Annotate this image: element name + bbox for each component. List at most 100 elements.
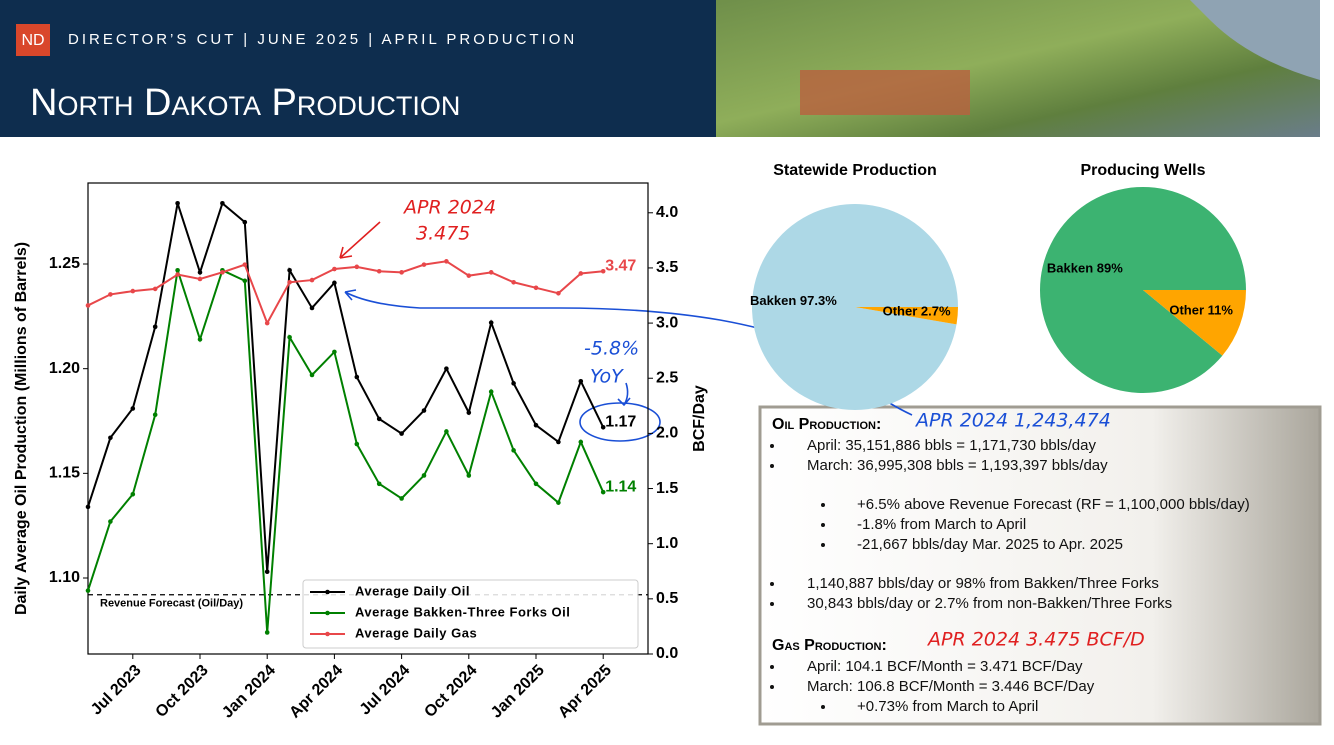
y2-axis-label: BCF/Day xyxy=(691,385,708,452)
header-subtitle: DIRECTOR’S CUT | JUNE 2025 | APRIL PRODU… xyxy=(68,31,577,48)
pie-label: Bakken 97.3% xyxy=(750,293,837,308)
photo-water xyxy=(1190,0,1320,80)
data-point xyxy=(466,410,472,415)
data-point xyxy=(421,262,427,267)
pie-slice xyxy=(751,203,958,410)
data-point xyxy=(444,259,449,264)
x-tick-label: Oct 2024 xyxy=(421,662,480,721)
data-point xyxy=(175,201,180,206)
data-point xyxy=(264,630,270,635)
handwritten-note: -5.8% xyxy=(584,338,639,360)
data-point xyxy=(533,422,539,428)
data-point xyxy=(533,481,539,487)
data-point xyxy=(264,320,270,326)
handwritten-note: APR 2024 xyxy=(402,197,496,219)
bullet xyxy=(770,685,774,689)
data-point xyxy=(309,305,315,311)
y2-tick-label: 0.5 xyxy=(656,590,678,607)
data-point xyxy=(332,266,337,272)
handwritten-note: APR 2024 3.475 BCF/D xyxy=(926,629,1145,651)
data-point xyxy=(444,366,449,371)
data-point xyxy=(130,491,136,497)
x-tick-label: Jul 2023 xyxy=(88,662,145,719)
data-point xyxy=(578,439,584,445)
data-point xyxy=(108,519,113,524)
data-point xyxy=(354,374,360,380)
section-heading: Gas Production: xyxy=(772,637,887,654)
x-tick-label: Apr 2025 xyxy=(555,662,615,722)
data-point xyxy=(466,473,472,478)
legend-label: Average Daily Gas xyxy=(355,625,477,640)
data-point xyxy=(578,378,584,384)
reference-label: Revenue Forecast (Oil/Day) xyxy=(100,598,243,610)
series-line xyxy=(87,260,604,326)
bullet xyxy=(821,523,825,527)
data-point xyxy=(287,334,292,340)
header-band xyxy=(0,0,716,137)
x-tick-label: Jan 2025 xyxy=(488,662,548,722)
legend-label: Average Bakken-Three Forks Oil xyxy=(355,604,570,619)
photo-pad xyxy=(800,70,970,115)
x-tick-label: Oct 2023 xyxy=(153,662,212,721)
data-point xyxy=(332,349,337,355)
data-point xyxy=(556,291,561,296)
y2-tick-label: 0.0 xyxy=(656,645,678,662)
data-point xyxy=(175,267,180,273)
section-heading: Oil Production: xyxy=(772,416,881,433)
legend-label: Average Daily Oil xyxy=(355,583,470,598)
y2-tick-label: 2.5 xyxy=(656,369,678,386)
data-label: 1.17 xyxy=(605,414,636,431)
pie-slice xyxy=(1143,290,1246,356)
data-point xyxy=(152,286,158,292)
x-tick-label: Apr 2024 xyxy=(286,662,346,722)
pie-slice xyxy=(855,307,958,325)
hand-circle xyxy=(579,402,661,442)
data-point xyxy=(354,264,360,270)
hand-arrow xyxy=(617,382,631,407)
legend-swatch xyxy=(325,631,330,637)
header-title: North Dakota Production xyxy=(30,82,460,124)
data-point xyxy=(600,268,606,274)
series-line xyxy=(87,268,605,633)
data-point xyxy=(421,408,427,413)
x-tick-label: Jul 2024 xyxy=(357,662,414,719)
data-point xyxy=(376,416,382,422)
data-point xyxy=(556,500,561,505)
bullet-text: +6.5% above Revenue Forecast (RF = 1,100… xyxy=(857,496,1250,513)
data-point xyxy=(85,588,91,593)
data-point xyxy=(444,429,449,434)
y-tick-label: 1.10 xyxy=(49,569,80,586)
bullet-text: March: 36,995,308 bbls = 1,193,397 bbls/… xyxy=(807,457,1108,474)
data-point xyxy=(466,273,472,278)
legend-swatch xyxy=(325,589,330,595)
handwritten-note: 3.475 xyxy=(416,223,470,245)
bullet-text: -21,667 bbls/day Mar. 2025 to Apr. 2025 xyxy=(857,536,1123,553)
data-point xyxy=(354,441,360,447)
data-point xyxy=(399,270,404,275)
data-point xyxy=(556,439,561,445)
bullet-text: 30,843 bbls/day or 2.7% from non-Bakken/… xyxy=(807,595,1172,612)
legend-box xyxy=(302,579,639,649)
data-point xyxy=(85,504,91,510)
data-point xyxy=(175,272,180,277)
data-point xyxy=(220,270,225,275)
bullet-text: March: 106.8 BCF/Month = 3.446 BCF/Day xyxy=(807,678,1095,695)
data-point xyxy=(264,569,270,575)
data-point xyxy=(488,320,494,325)
legend-swatch xyxy=(325,610,330,616)
data-point xyxy=(511,448,516,453)
bullet xyxy=(770,665,774,669)
data-point xyxy=(488,389,494,395)
y2-tick-label: 4.0 xyxy=(656,204,678,221)
bullet xyxy=(770,444,774,448)
logo: ND xyxy=(21,32,44,49)
bullet xyxy=(770,602,774,606)
data-point xyxy=(488,270,494,275)
data-point xyxy=(85,303,91,308)
y-tick-label: 1.25 xyxy=(49,255,80,272)
pie-label: Other 2.7% xyxy=(883,304,951,319)
data-label: 1.14 xyxy=(605,478,636,495)
x-tick-label: Jan 2024 xyxy=(219,662,279,722)
